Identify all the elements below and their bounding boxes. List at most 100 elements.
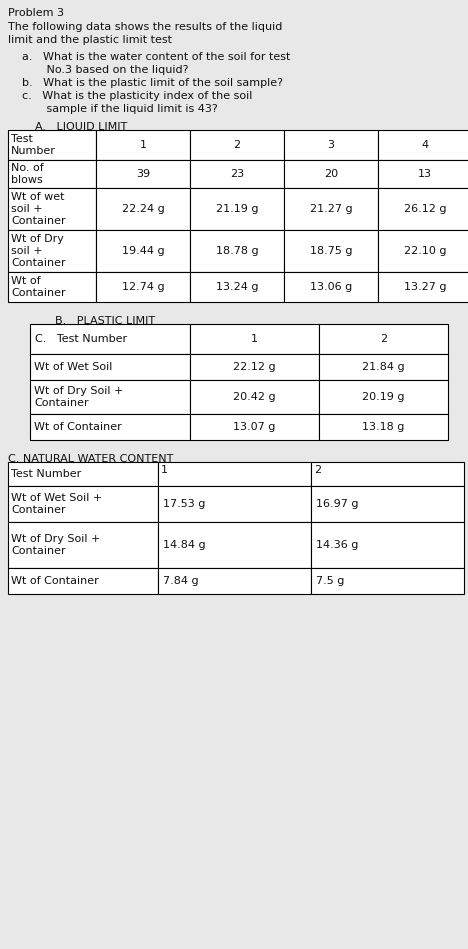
Bar (8, 160, 96, 188)
Bar (8, 462, 158, 486)
Bar (96, 272, 190, 302)
Bar (190, 230, 284, 272)
Text: Wt of Container: Wt of Container (11, 576, 99, 586)
Text: Wt of Dry Soil +
Container: Wt of Dry Soil + Container (11, 534, 100, 556)
Text: 2: 2 (234, 140, 241, 150)
Text: Problem 3: Problem 3 (8, 8, 64, 18)
Bar (30, 414, 190, 440)
Bar (284, 160, 378, 188)
Bar (311, 522, 464, 568)
Text: sample if the liquid limit is 43?: sample if the liquid limit is 43? (22, 104, 218, 114)
Bar (190, 324, 319, 354)
Text: 13: 13 (418, 169, 432, 179)
Bar (8, 188, 96, 230)
Bar (8, 230, 96, 272)
Text: 23: 23 (230, 169, 244, 179)
Text: Test Number: Test Number (11, 469, 81, 479)
Text: 20: 20 (324, 169, 338, 179)
Text: No. of
blows: No. of blows (11, 163, 44, 185)
Text: C.   Test Number: C. Test Number (35, 334, 127, 344)
Text: 17.53 g: 17.53 g (163, 499, 205, 509)
Text: 20.19 g: 20.19 g (362, 392, 405, 402)
Bar (311, 486, 464, 522)
Bar (284, 188, 378, 230)
Text: 16.97 g: 16.97 g (316, 499, 358, 509)
Text: Wt of Container: Wt of Container (34, 422, 122, 432)
Bar (190, 272, 284, 302)
Text: 1: 1 (139, 140, 146, 150)
Bar (319, 414, 448, 440)
Text: 13.24 g: 13.24 g (216, 282, 258, 292)
Text: 22.12 g: 22.12 g (233, 362, 276, 372)
Text: 13.27 g: 13.27 g (404, 282, 446, 292)
Text: Wt of Dry
soil +
Container: Wt of Dry soil + Container (11, 234, 66, 268)
Text: 14.84 g: 14.84 g (163, 540, 205, 550)
Text: 3: 3 (328, 140, 335, 150)
Bar (190, 160, 284, 188)
Text: 12.74 g: 12.74 g (122, 282, 164, 292)
Text: C. NATURAL WATER CONTENT: C. NATURAL WATER CONTENT (8, 454, 173, 464)
Text: 22.10 g: 22.10 g (404, 246, 446, 256)
Text: No.3 based on the liquid?: No.3 based on the liquid? (22, 65, 189, 75)
Text: 21.27 g: 21.27 g (310, 204, 352, 214)
Text: The following data shows the results of the liquid: The following data shows the results of … (8, 22, 282, 32)
Text: Wt of Dry Soil +
Container: Wt of Dry Soil + Container (34, 386, 124, 408)
Bar (190, 354, 319, 380)
Bar (96, 130, 190, 160)
Text: 1: 1 (251, 334, 258, 344)
Bar (378, 188, 468, 230)
Text: limit and the plastic limit test: limit and the plastic limit test (8, 35, 172, 45)
Bar (284, 130, 378, 160)
Bar (158, 568, 311, 594)
Bar (158, 522, 311, 568)
Bar (190, 414, 319, 440)
Bar (284, 230, 378, 272)
Text: b.   What is the plastic limit of the soil sample?: b. What is the plastic limit of the soil… (22, 78, 283, 88)
Text: 7.84 g: 7.84 g (163, 576, 198, 586)
Text: 13.06 g: 13.06 g (310, 282, 352, 292)
Bar (30, 380, 190, 414)
Bar (158, 462, 311, 486)
Bar (311, 462, 464, 486)
Bar (190, 130, 284, 160)
Bar (8, 272, 96, 302)
Bar (319, 354, 448, 380)
Text: Wt of
Container: Wt of Container (11, 276, 66, 298)
Bar (96, 188, 190, 230)
Bar (319, 380, 448, 414)
Bar (30, 324, 190, 354)
Bar (378, 230, 468, 272)
Bar (190, 188, 284, 230)
Bar (8, 568, 158, 594)
Text: 1: 1 (161, 465, 168, 475)
Text: A.   LIQUID LIMIT: A. LIQUID LIMIT (35, 122, 127, 132)
Text: 13.18 g: 13.18 g (362, 422, 405, 432)
Text: 39: 39 (136, 169, 150, 179)
Bar (284, 272, 378, 302)
Bar (96, 160, 190, 188)
Bar (8, 130, 96, 160)
Bar (378, 160, 468, 188)
Bar (8, 522, 158, 568)
Text: Test
Number: Test Number (11, 134, 56, 156)
Text: 18.75 g: 18.75 g (310, 246, 352, 256)
Bar (8, 486, 158, 522)
Text: 22.24 g: 22.24 g (122, 204, 164, 214)
Text: B.   PLASTIC LIMIT: B. PLASTIC LIMIT (55, 316, 155, 326)
Text: a.   What is the water content of the soil for test: a. What is the water content of the soil… (22, 52, 290, 62)
Bar (319, 324, 448, 354)
Bar (378, 130, 468, 160)
Text: 19.44 g: 19.44 g (122, 246, 164, 256)
Text: 21.84 g: 21.84 g (362, 362, 405, 372)
Text: 20.42 g: 20.42 g (233, 392, 276, 402)
Bar (30, 354, 190, 380)
Text: 18.78 g: 18.78 g (216, 246, 258, 256)
Bar (311, 568, 464, 594)
Bar (96, 230, 190, 272)
Text: 21.19 g: 21.19 g (216, 204, 258, 214)
Text: Wt of Wet Soil +
Container: Wt of Wet Soil + Container (11, 493, 102, 514)
Text: 2: 2 (380, 334, 387, 344)
Text: 13.07 g: 13.07 g (234, 422, 276, 432)
Text: 7.5 g: 7.5 g (316, 576, 344, 586)
Bar (158, 486, 311, 522)
